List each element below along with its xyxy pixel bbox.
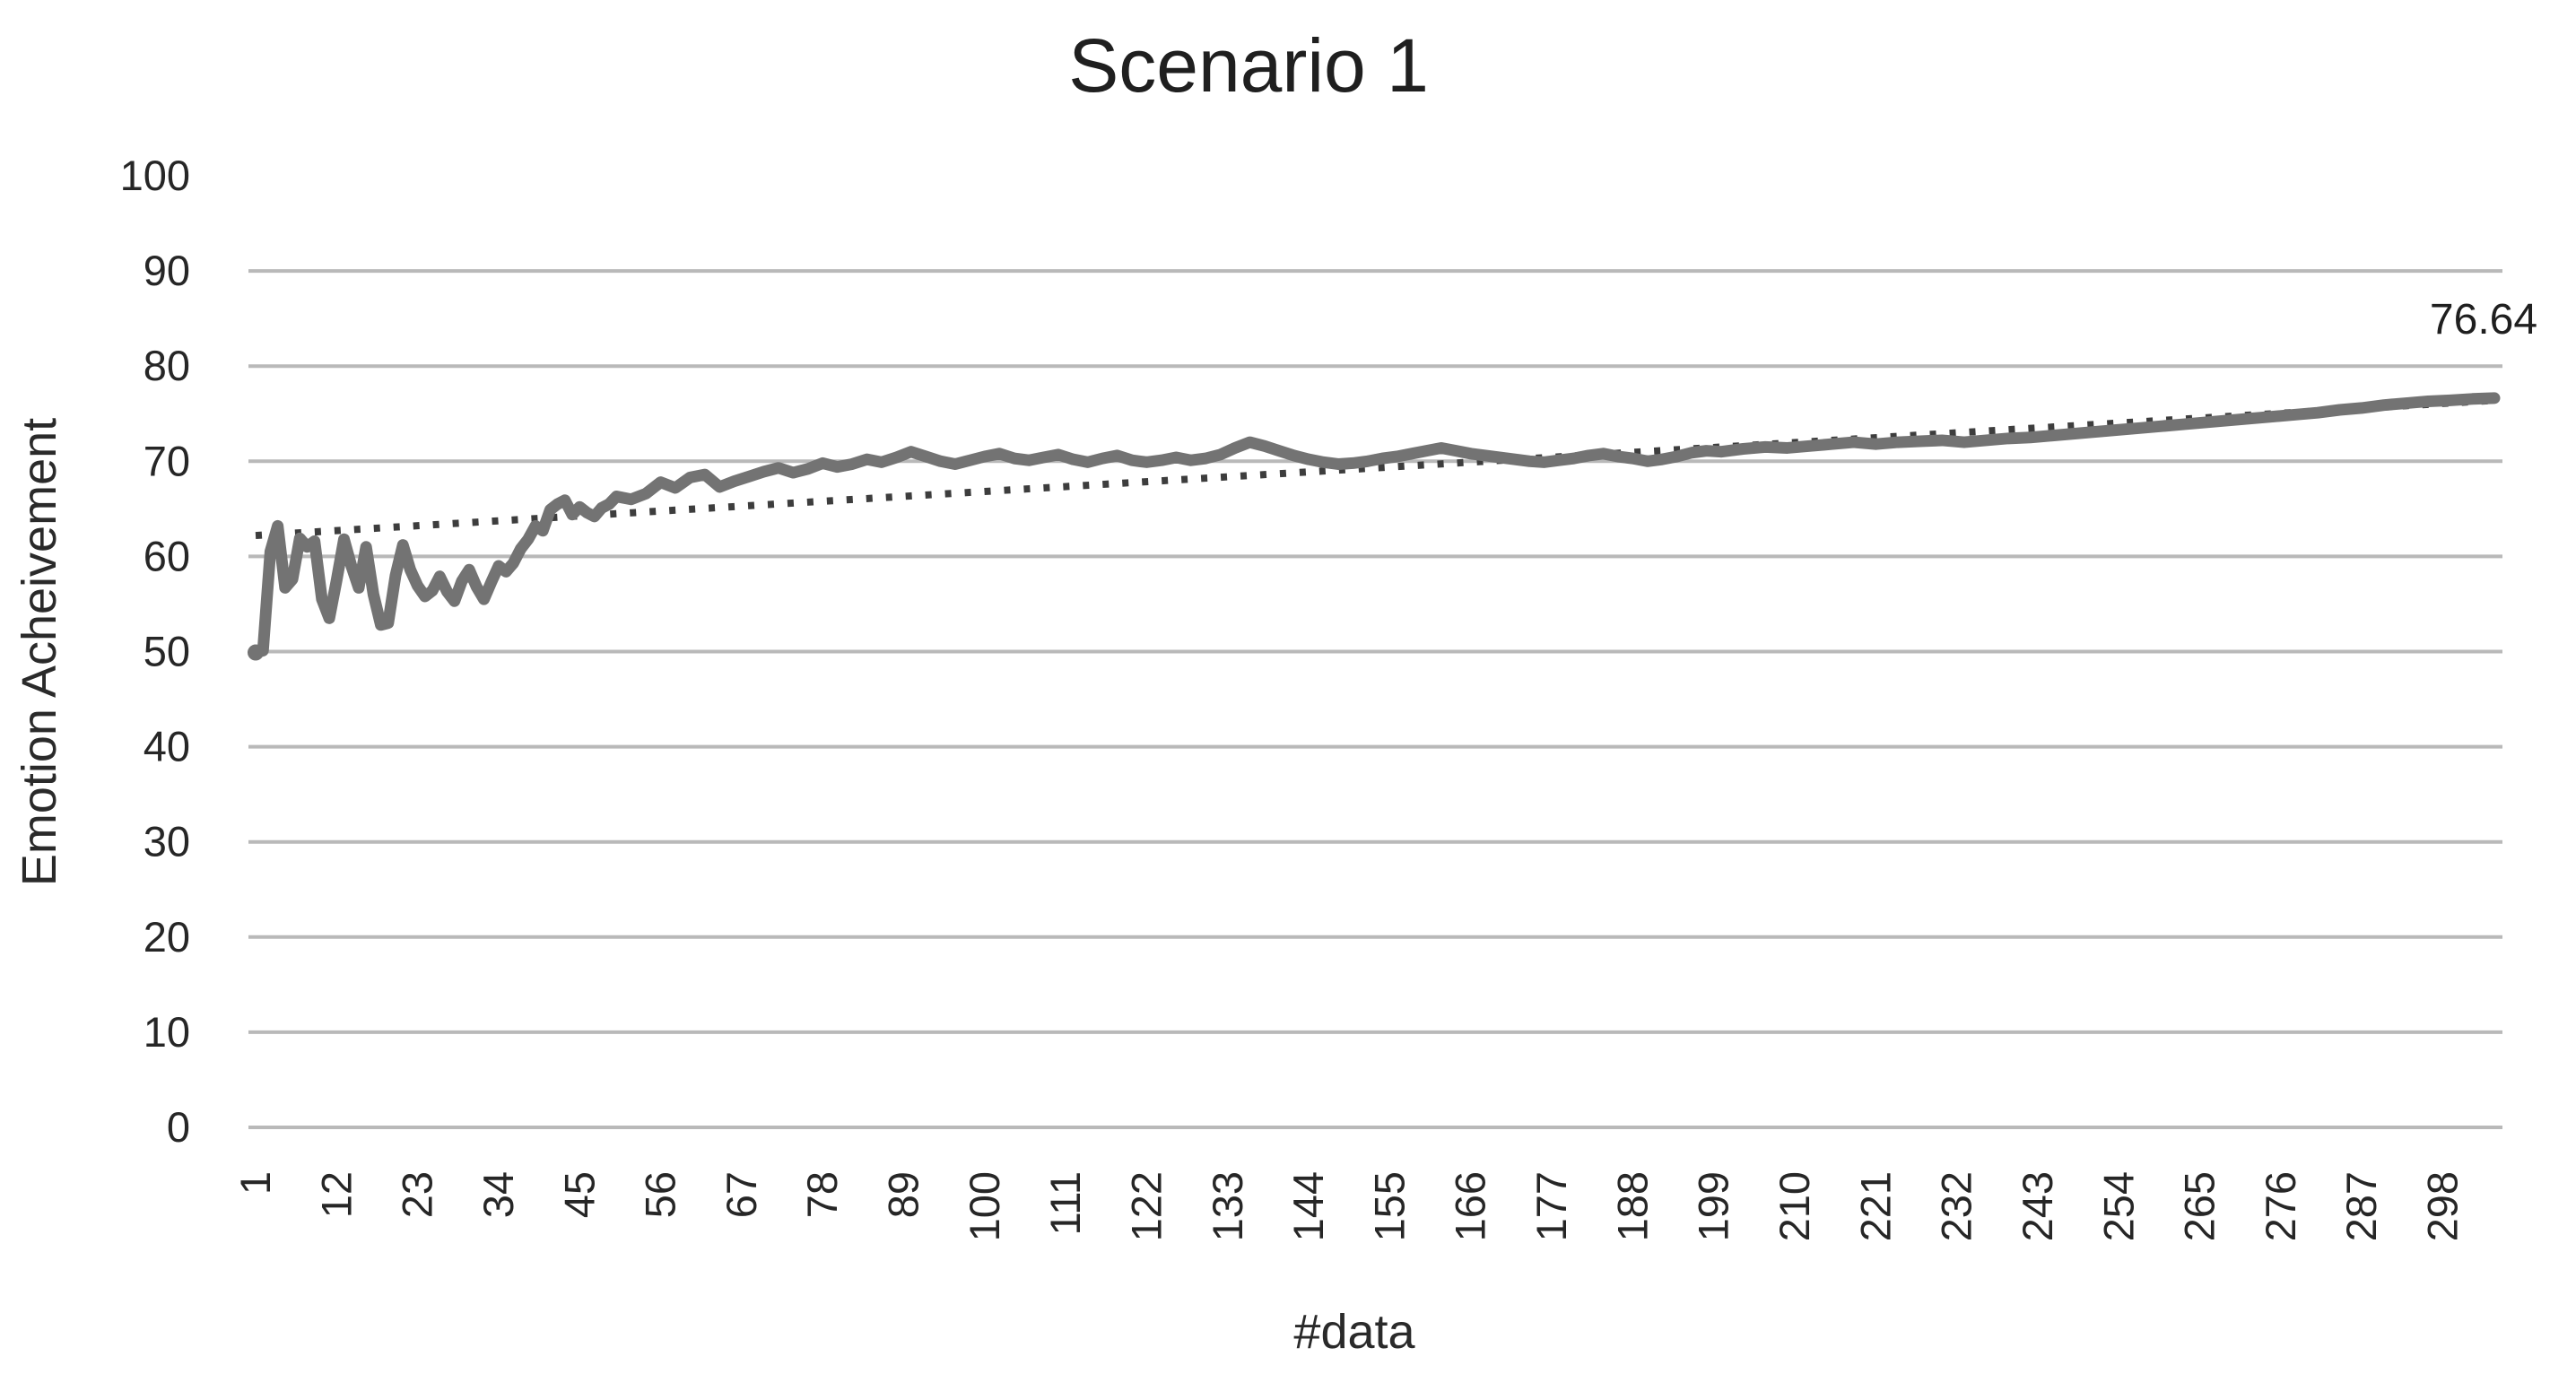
- plot-area: [248, 392, 2501, 661]
- x-tick-label: 144: [1284, 1171, 1332, 1241]
- x-tick-label: 199: [1690, 1171, 1737, 1241]
- x-tick-label: 243: [2014, 1171, 2061, 1241]
- x-tick-label: 133: [1204, 1171, 1251, 1241]
- x-tick-label: 298: [2419, 1171, 2467, 1241]
- x-tick-label: 100: [961, 1171, 1008, 1241]
- x-tick-label: 1: [231, 1171, 279, 1195]
- y-tick-label: 40: [144, 723, 190, 770]
- x-tick-label: 254: [2094, 1171, 2142, 1241]
- x-tick-label: 155: [1365, 1171, 1413, 1241]
- y-tick-label: 60: [144, 532, 190, 579]
- x-tick-label: 111: [1041, 1171, 1089, 1235]
- x-tick-label: 188: [1608, 1171, 1656, 1241]
- series-start-dot: [248, 644, 264, 661]
- gridlines: [248, 269, 2502, 1129]
- y-tick-label: 10: [144, 1008, 190, 1056]
- y-tick-label: 100: [120, 152, 190, 199]
- x-tick-label: 177: [1527, 1171, 1575, 1241]
- y-tick-label: 0: [167, 1103, 190, 1151]
- series-line: [249, 392, 2501, 659]
- x-tick-label: 45: [555, 1171, 603, 1218]
- y-tick-label: 20: [144, 913, 190, 961]
- y-tick-label: 80: [144, 342, 190, 389]
- end-data-label: 76.64: [2430, 296, 2537, 344]
- x-tick-label: 221: [1851, 1171, 1899, 1241]
- y-axis-title: Emotion Acheivement: [13, 418, 66, 886]
- y-tick-label: 70: [144, 437, 190, 484]
- chart-title: Scenario 1: [1068, 23, 1429, 108]
- y-tick-label: 90: [144, 247, 190, 294]
- x-axis-title: #data: [1293, 1305, 1415, 1359]
- x-tick-label: 287: [2337, 1171, 2385, 1241]
- x-tick-label: 166: [1447, 1171, 1494, 1241]
- y-tick-label: 50: [144, 628, 190, 675]
- x-tick-label: 210: [1771, 1171, 1818, 1241]
- y-tick-label: 30: [144, 818, 190, 865]
- x-tick-label: 12: [312, 1171, 360, 1218]
- x-tick-label: 56: [637, 1171, 684, 1218]
- x-tick-label: 67: [718, 1171, 765, 1218]
- x-axis-tick-labels: 1 12 23 34 45 56 67 78 89 100 111 122 133 144 155 166 17…: [231, 1171, 2467, 1241]
- x-tick-label: 232: [1933, 1171, 1980, 1241]
- x-tick-label: 265: [2176, 1171, 2224, 1241]
- x-tick-label: 78: [798, 1171, 846, 1218]
- x-tick-label: 89: [880, 1171, 927, 1218]
- y-axis-tick-labels: 0 10 20 30 40 50 60 70 80 90 100: [120, 152, 190, 1151]
- x-tick-label: 34: [474, 1171, 522, 1218]
- x-tick-label: 23: [394, 1171, 441, 1218]
- x-tick-label: 122: [1122, 1171, 1170, 1241]
- x-tick-label: 276: [2257, 1171, 2304, 1241]
